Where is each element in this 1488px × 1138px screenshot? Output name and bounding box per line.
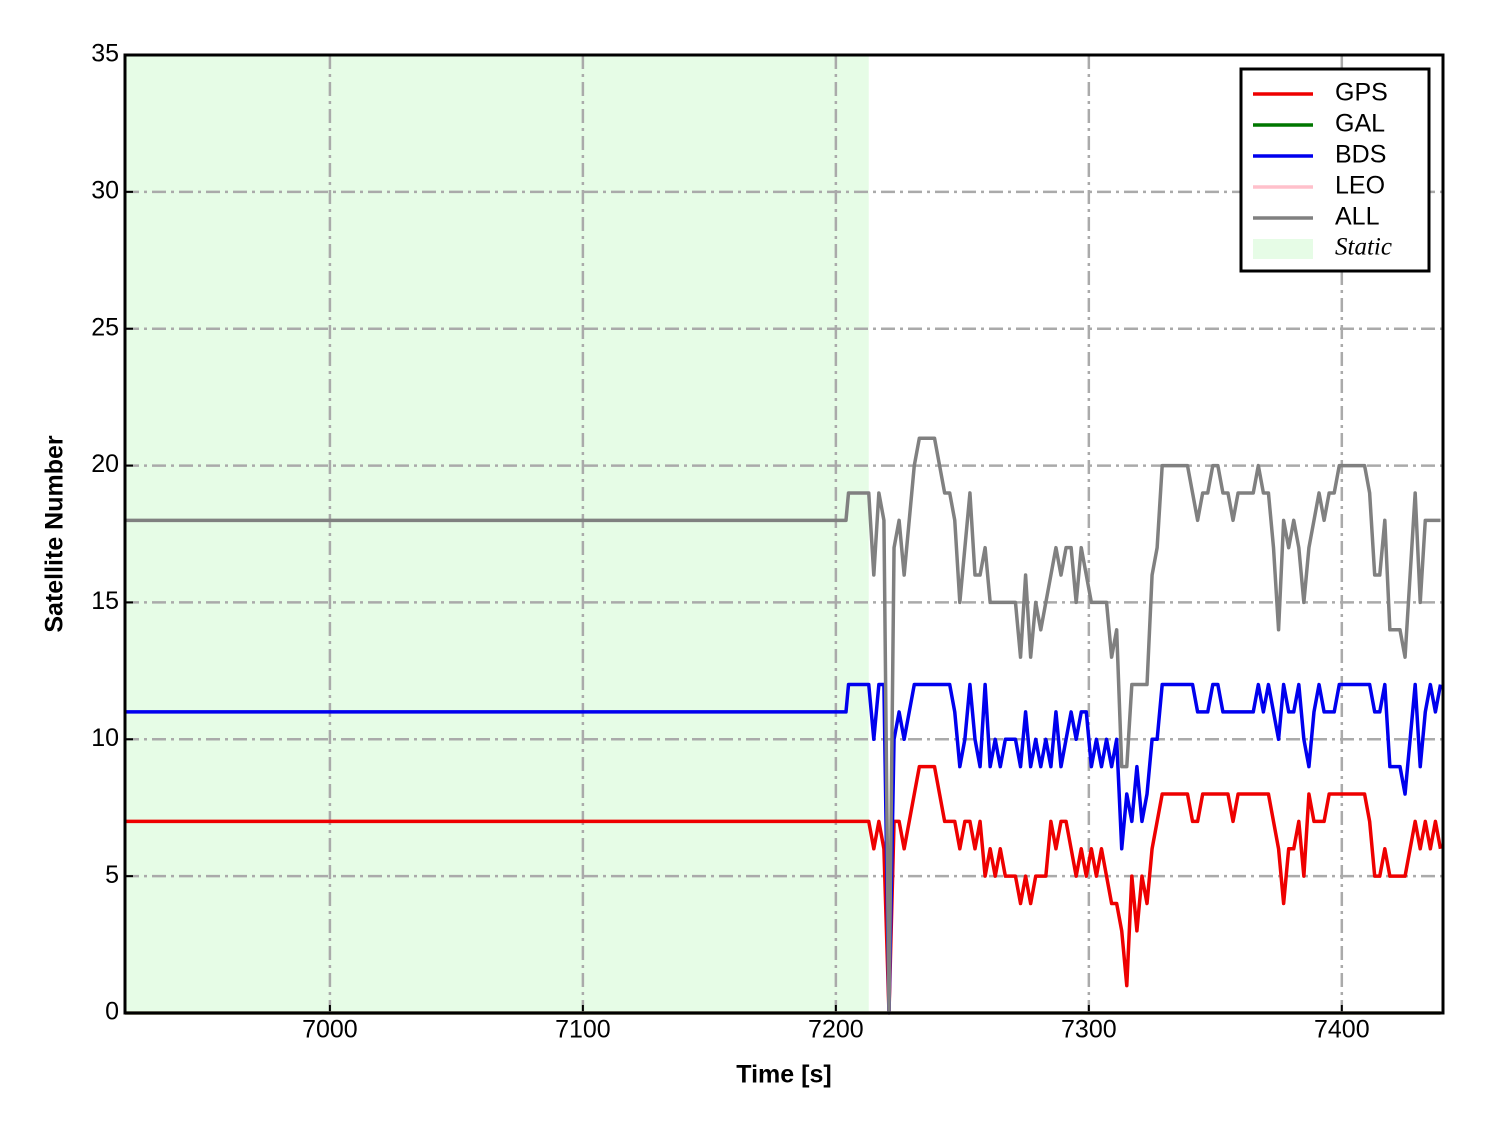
x-tick-label: 7200 — [808, 1016, 864, 1044]
x-axis-label: Time [s] — [736, 1061, 831, 1089]
y-tick-label: 10 — [91, 724, 119, 752]
x-tick-label: 7300 — [1061, 1016, 1117, 1044]
y-tick-label: 20 — [91, 450, 119, 478]
legend-label: GAL — [1335, 110, 1385, 138]
plot-frame — [123, 53, 1445, 1015]
series-line — [125, 682, 1443, 1015]
y-axis-label: Satellite Number — [41, 435, 69, 633]
x-tick-label: 7100 — [555, 1016, 611, 1044]
legend-label: Static — [1335, 234, 1392, 261]
x-tick-label: 7000 — [302, 1016, 358, 1044]
y-tick-label: 5 — [105, 861, 119, 889]
y-tick-label: 35 — [91, 40, 119, 68]
x-tick-label: 7400 — [1314, 1016, 1370, 1044]
series-line — [125, 436, 1441, 1015]
y-tick-label: 25 — [91, 313, 119, 341]
legend-label: BDS — [1335, 141, 1386, 169]
static-region — [125, 55, 869, 1013]
legend-swatch — [1253, 239, 1313, 259]
legend-label: ALL — [1335, 203, 1380, 231]
y-tick-label: 0 — [105, 998, 119, 1026]
series-line — [125, 764, 1443, 1015]
legend-label: LEO — [1335, 172, 1385, 200]
y-tick-label: 30 — [91, 176, 119, 204]
legend-label: GPS — [1335, 79, 1388, 107]
y-tick-label: 15 — [91, 587, 119, 615]
legend-box — [1239, 67, 1431, 273]
